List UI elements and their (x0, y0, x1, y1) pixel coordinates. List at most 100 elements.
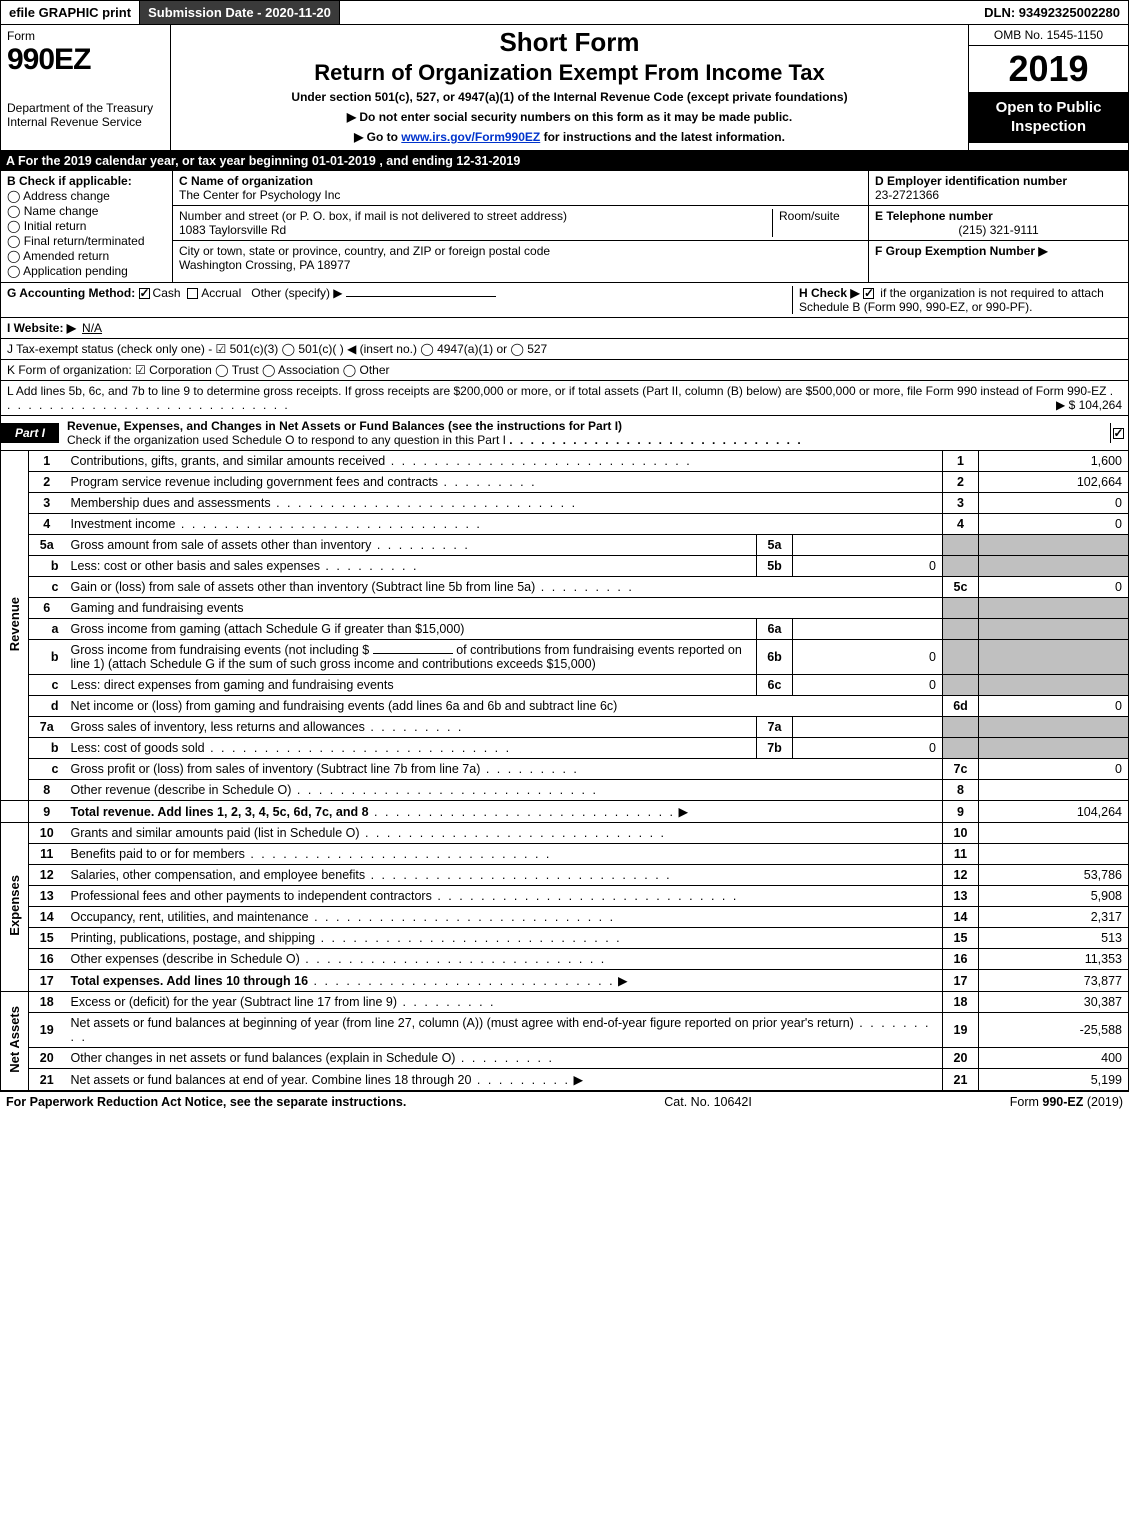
line-7b-desc: Less: cost of goods sold (71, 741, 205, 755)
line-20-desc: Other changes in net assets or fund bala… (71, 1051, 456, 1065)
line-6b-subcol: 6b (757, 640, 793, 675)
line-6-num: 6 (29, 598, 65, 619)
l-amount: ▶ $ 104,264 (1056, 398, 1122, 412)
phone: (215) 321-9111 (875, 223, 1122, 237)
line-13-amount: 5,908 (979, 886, 1129, 907)
line-5a-num: 5a (29, 535, 65, 556)
check-name-change[interactable]: ◯ Name change (7, 204, 166, 218)
line-19-num: 19 (29, 1013, 65, 1048)
line-7b-num: b (29, 738, 65, 759)
website-value: N/A (82, 321, 102, 335)
line-15-amount: 513 (979, 928, 1129, 949)
line-6c-subcol: 6c (757, 675, 793, 696)
line-10-amount (979, 823, 1129, 844)
line-9-amount: 104,264 (979, 801, 1129, 823)
col-b-title: B Check if applicable: (7, 174, 166, 188)
top-bar: efile GRAPHIC print Submission Date - 20… (0, 0, 1129, 25)
line-1-amount: 1,600 (979, 451, 1129, 472)
line-10-desc: Grants and similar amounts paid (list in… (71, 826, 360, 840)
line-6c-num: c (29, 675, 65, 696)
line-13-col: 13 (943, 886, 979, 907)
line-21-col: 21 (943, 1069, 979, 1091)
irs-label: Internal Revenue Service (7, 115, 164, 129)
line-6b-subval: 0 (793, 640, 943, 675)
line-4-desc: Investment income (71, 517, 176, 531)
check-final-return[interactable]: ◯ Final return/terminated (7, 234, 166, 248)
e-label: E Telephone number (875, 209, 993, 223)
row-j: J Tax-exempt status (check only one) - ☑… (0, 339, 1129, 360)
line-5c-num: c (29, 577, 65, 598)
city-label: City or town, state or province, country… (179, 244, 550, 258)
line-5b-subval: 0 (793, 556, 943, 577)
c-label: C Name of organization (179, 174, 313, 188)
footer-cat: Cat. No. 10642I (406, 1095, 1009, 1109)
line-9-desc: Total revenue. Add lines 1, 2, 3, 4, 5c,… (71, 805, 369, 819)
g-label: G Accounting Method: (7, 286, 135, 300)
check-application-pending[interactable]: ◯ Application pending (7, 264, 166, 278)
revenue-total-side (1, 801, 29, 823)
line-5b-num: b (29, 556, 65, 577)
line-15-num: 15 (29, 928, 65, 949)
line-16-desc: Other expenses (describe in Schedule O) (71, 952, 300, 966)
line-3-col: 3 (943, 493, 979, 514)
check-cash[interactable] (139, 288, 150, 299)
line-12-num: 12 (29, 865, 65, 886)
column-d: D Employer identification number 23-2721… (868, 171, 1128, 282)
submission-date-button[interactable]: Submission Date - 2020-11-20 (140, 1, 340, 24)
line-14-desc: Occupancy, rent, utilities, and maintena… (71, 910, 309, 924)
cash-label: Cash (153, 286, 181, 300)
line-6-amt-grey (979, 598, 1129, 619)
line-9-num: 9 (29, 801, 65, 823)
efile-print-button[interactable]: efile GRAPHIC print (1, 1, 140, 24)
line-3-desc: Membership dues and assessments (71, 496, 271, 510)
line-5c-desc: Gain or (loss) from sale of assets other… (71, 580, 536, 594)
line-8-num: 8 (29, 780, 65, 801)
ein: 23-2721366 (875, 188, 939, 202)
irs-link[interactable]: www.irs.gov/Form990EZ (401, 130, 540, 144)
line-21-desc: Net assets or fund balances at end of ye… (71, 1073, 472, 1087)
line-5a-subcol: 5a (757, 535, 793, 556)
under-section: Under section 501(c), 527, or 4947(a)(1)… (179, 90, 960, 104)
check-address-change[interactable]: ◯ Address change (7, 189, 166, 203)
line-20-amount: 400 (979, 1048, 1129, 1069)
line-20-num: 20 (29, 1048, 65, 1069)
line-6-col-grey (943, 598, 979, 619)
line-5b-subcol: 5b (757, 556, 793, 577)
part-1-header: Part I Revenue, Expenses, and Changes in… (0, 416, 1129, 451)
arrow-line-1: ▶ Do not enter social security numbers o… (179, 110, 960, 124)
line-1-num: 1 (29, 451, 65, 472)
line-13-desc: Professional fees and other payments to … (71, 889, 432, 903)
line-16-num: 16 (29, 949, 65, 970)
line-11-col: 11 (943, 844, 979, 865)
check-h[interactable] (863, 288, 874, 299)
line-8-desc: Other revenue (describe in Schedule O) (71, 783, 292, 797)
line-5b-amt-grey (979, 556, 1129, 577)
line-14-num: 14 (29, 907, 65, 928)
line-15-desc: Printing, publications, postage, and shi… (71, 931, 316, 945)
line-20-col: 20 (943, 1048, 979, 1069)
other-specify: Other (specify) ▶ (251, 286, 342, 300)
header-left: Form 990EZ Department of the Treasury In… (1, 25, 171, 150)
line-17-amount: 73,877 (979, 970, 1129, 992)
line-6c-subval: 0 (793, 675, 943, 696)
line-21-amount: 5,199 (979, 1069, 1129, 1091)
line-15-col: 15 (943, 928, 979, 949)
line-8-amount (979, 780, 1129, 801)
sched-o-checkbox[interactable] (1110, 423, 1128, 443)
form-label: Form (7, 29, 164, 43)
line-4-num: 4 (29, 514, 65, 535)
line-6c-desc: Less: direct expenses from gaming and fu… (71, 678, 394, 692)
line-6d-num: d (29, 696, 65, 717)
street-address: 1083 Taylorsville Rd (179, 223, 286, 237)
line-5a-desc: Gross amount from sale of assets other t… (71, 538, 372, 552)
line-7a-desc: Gross sales of inventory, less returns a… (71, 720, 365, 734)
line-6a-subcol: 6a (757, 619, 793, 640)
check-amended-return[interactable]: ◯ Amended return (7, 249, 166, 263)
sched-o-text: Check if the organization used Schedule … (67, 433, 506, 447)
header-center: Short Form Return of Organization Exempt… (171, 25, 968, 150)
line-13-num: 13 (29, 886, 65, 907)
check-accrual[interactable] (187, 288, 198, 299)
line-6-desc: Gaming and fundraising events (65, 598, 943, 619)
line-3-amount: 0 (979, 493, 1129, 514)
check-initial-return[interactable]: ◯ Initial return (7, 219, 166, 233)
